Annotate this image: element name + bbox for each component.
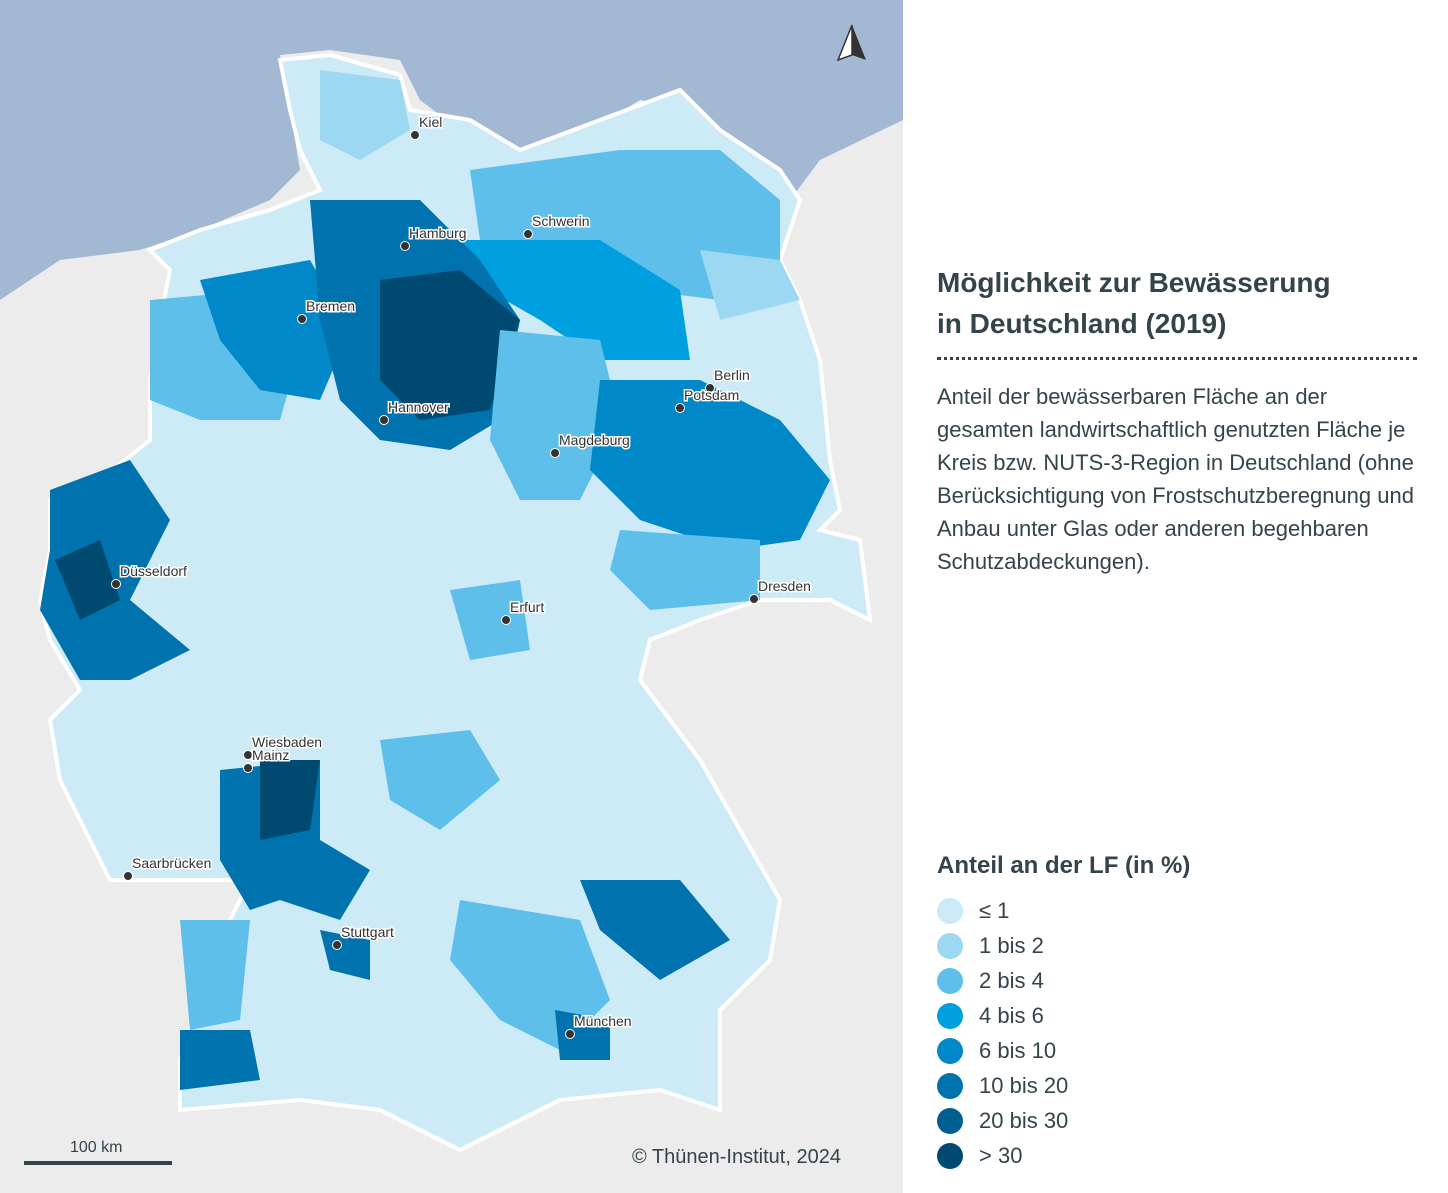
city-label: Potsdam (684, 387, 739, 403)
city-dot (400, 241, 410, 251)
city-dot (379, 415, 389, 425)
copyright: © Thünen-Institut, 2024 (632, 1146, 841, 1168)
legend-label: 10 bis 20 (979, 1072, 1069, 1098)
legend: ≤ 1 1 bis 2 2 bis 4 4 bis 6 6 bis 10 10 … (937, 893, 1427, 1173)
legend-swatch (937, 1037, 963, 1064)
legend-swatch (937, 897, 963, 924)
city-dot (297, 314, 307, 324)
city-label: Saarbrücken (132, 855, 211, 871)
city-label: Mainz (252, 747, 289, 763)
city-dot (410, 130, 420, 140)
city-label: Erfurt (510, 599, 544, 615)
legend-item: 1 bis 2 (937, 928, 1427, 963)
city-label: München (574, 1013, 632, 1029)
legend-item: 6 bis 10 (937, 1033, 1427, 1068)
region-fills (40, 70, 830, 1090)
city-dot (111, 579, 121, 589)
legend-item: 4 bis 6 (937, 998, 1427, 1033)
north-arrow-icon (836, 24, 866, 62)
city-label: Stuttgart (341, 924, 394, 940)
scale-bar (24, 1161, 172, 1165)
title-line-1: Möglichkeit zur Bewässerung (937, 267, 1331, 298)
legend-label: 1 bis 2 (979, 932, 1044, 958)
legend-item: 2 bis 4 (937, 963, 1427, 998)
city-label: Dresden (758, 578, 811, 594)
city-label: Hamburg (409, 225, 467, 241)
city-dot (749, 594, 759, 604)
city-dot (243, 763, 253, 773)
city-dot (565, 1029, 575, 1039)
city-dot (675, 403, 685, 413)
legend-item: 20 bis 30 (937, 1103, 1427, 1138)
city-dot (332, 940, 342, 950)
legend-swatch (937, 1002, 963, 1029)
legend-label: 2 bis 4 (979, 967, 1044, 993)
city-dot (243, 750, 253, 760)
city-label: Hannover (388, 399, 449, 415)
legend-swatch (937, 1142, 963, 1169)
choropleth-map: Kiel Hamburg Schwerin Bremen Berlin Potsdam Ha… (0, 0, 903, 1193)
city-dot (550, 448, 560, 458)
legend-swatch (937, 1072, 963, 1099)
scale-label: 100 km (70, 1139, 123, 1156)
city-label: Magdeburg (559, 432, 630, 448)
legend-label: 20 bis 30 (979, 1107, 1069, 1133)
city-dot (523, 229, 533, 239)
legend-item: ≤ 1 (937, 893, 1427, 928)
title-line-2: in Deutschland (2019) (937, 308, 1227, 339)
city-dot (705, 383, 715, 393)
legend-swatch (937, 1107, 963, 1134)
legend-swatch (937, 932, 963, 959)
legend-swatch (937, 967, 963, 994)
divider (937, 357, 1417, 360)
sea (0, 0, 903, 300)
legend-label: 6 bis 10 (979, 1037, 1057, 1063)
city-label: Kiel (419, 114, 442, 130)
legend-title: Anteil an der LF (in %) (937, 852, 1191, 879)
legend-label: ≤ 1 (979, 897, 1010, 923)
city-label: Berlin (714, 367, 750, 383)
legend-label: > 30 (979, 1142, 1023, 1168)
city-markers: Kiel Hamburg Schwerin Bremen Berlin Potsdam Ha… (111, 113, 812, 1039)
city-dot (123, 871, 133, 881)
legend-label: 4 bis 6 (979, 1002, 1044, 1028)
legend-item: 10 bis 20 (937, 1068, 1427, 1103)
city-label: Wiesbaden (252, 734, 322, 750)
city-dot (501, 615, 511, 625)
map-description: Anteil der bewässerbaren Fläche an der g… (937, 384, 1414, 574)
legend-item: > 30 (937, 1138, 1427, 1173)
map-title: Möglichkeit zur Bewässerung in Deutschla… (937, 262, 1427, 344)
city-label: Bremen (306, 298, 355, 314)
city-label: Düsseldorf (120, 563, 187, 579)
city-label: Schwerin (532, 213, 590, 229)
